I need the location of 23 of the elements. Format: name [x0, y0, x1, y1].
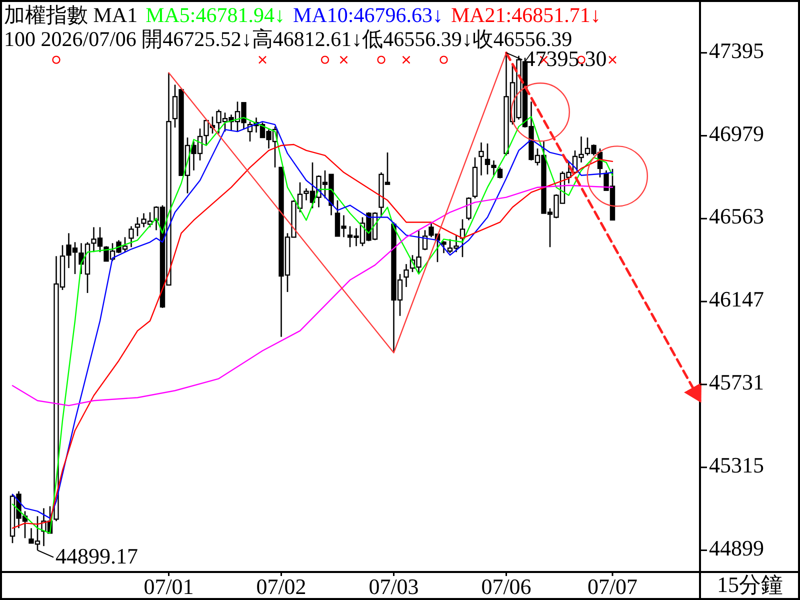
x-tick-label: 07/02 — [256, 574, 306, 599]
candlestick — [484, 142, 490, 176]
candlestick — [441, 240, 446, 254]
legend: MA5:46781.94↓ MA10:46796.63↓ MA21:46851.71↓ — [146, 3, 601, 27]
y-tick-label: 46147 — [709, 286, 764, 312]
x-axis-title: 15分鐘 — [717, 572, 783, 597]
candlestick — [497, 166, 503, 180]
candlestick — [491, 160, 496, 176]
y-tick-label: 46979 — [709, 120, 764, 146]
x-tick-label: 07/06 — [481, 574, 532, 599]
candlestick — [128, 226, 134, 248]
y-tick-label: 44899 — [709, 535, 764, 560]
y-tick-label: 45315 — [709, 452, 764, 478]
y-tick-label: 46563 — [709, 204, 764, 229]
candlestick — [404, 263, 409, 288]
x-tick-label: 07/07 — [587, 574, 638, 599]
annotation: 44899.17 — [56, 543, 138, 568]
x-tick-label: 07/03 — [368, 574, 419, 599]
y-tick-label: 45731 — [709, 370, 764, 395]
y-tick-label: 47395 — [709, 38, 764, 63]
x-tick-label: 07/01 — [144, 574, 194, 599]
chart-title: 加權指數 MA1 — [4, 3, 138, 27]
candlestick — [478, 142, 484, 176]
